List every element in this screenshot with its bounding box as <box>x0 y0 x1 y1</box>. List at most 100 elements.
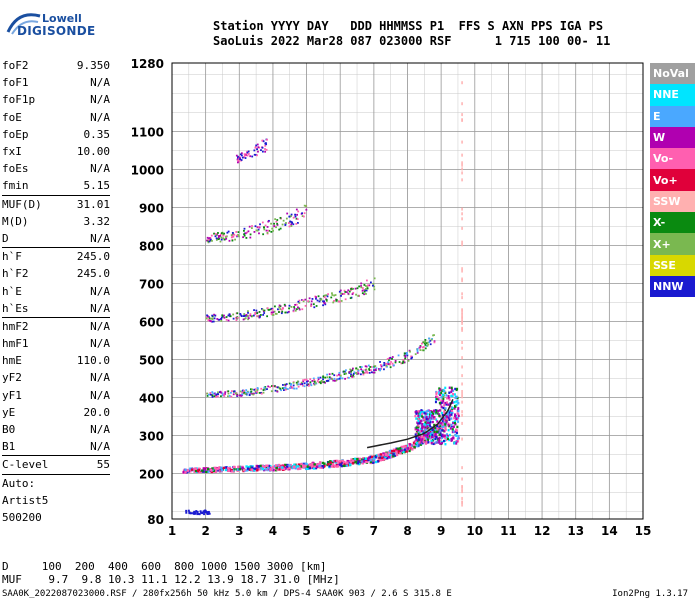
param-row: M(D) 3.32 <box>2 213 110 230</box>
echo-point <box>341 459 344 462</box>
echo-point <box>323 301 325 304</box>
echo-point <box>274 305 276 308</box>
echo-point <box>349 460 353 464</box>
echo-point <box>258 311 261 313</box>
echo-point <box>400 362 403 365</box>
echo-point <box>436 412 439 415</box>
echo-point <box>243 229 245 232</box>
echo-point <box>248 393 251 396</box>
echo-point <box>433 426 436 430</box>
echo-point <box>212 392 215 395</box>
legend-item: NNE <box>650 84 695 106</box>
echo-point <box>283 389 285 392</box>
echo-point <box>355 367 358 370</box>
echo-point <box>329 460 332 463</box>
echo-point <box>264 468 267 471</box>
echo-point <box>354 287 357 290</box>
echo-point <box>270 311 273 314</box>
echo-point <box>445 394 448 397</box>
echo-point <box>320 379 323 382</box>
echo-point <box>278 304 281 307</box>
echo-point <box>450 394 453 398</box>
echo-point <box>418 432 421 436</box>
echo-point <box>243 227 246 230</box>
echo-point <box>248 468 252 471</box>
echo-point <box>253 392 255 395</box>
echo-point <box>223 395 226 397</box>
echo-point <box>430 441 433 445</box>
echo-point <box>450 413 453 416</box>
echo-point <box>324 294 327 297</box>
echo-point <box>301 383 304 385</box>
echo-point <box>256 148 258 151</box>
polarization-legend: NoVal NNE E W Vo- Vo+ SSW X- X+ SSE NNW <box>650 63 695 298</box>
echo-point <box>362 371 365 374</box>
echo-point <box>395 450 398 453</box>
echo-point <box>272 385 275 388</box>
echo-point <box>386 454 390 458</box>
echo-point <box>241 393 244 396</box>
echo-point <box>243 153 246 156</box>
echo-point <box>251 388 254 391</box>
echo-point <box>455 434 458 437</box>
echo-point <box>416 348 419 350</box>
echo-point <box>337 300 340 303</box>
echo-point <box>271 227 274 230</box>
echo-point <box>207 239 210 242</box>
echo-point <box>315 305 318 307</box>
echo-point <box>302 215 305 218</box>
echo-point <box>273 222 275 225</box>
echo-point <box>230 395 233 398</box>
echo-point <box>244 157 247 159</box>
echo-point <box>386 358 389 360</box>
echo-point <box>438 436 441 440</box>
echo-point <box>364 285 367 287</box>
echo-point <box>319 299 322 302</box>
echo-point <box>424 347 427 350</box>
echo-point <box>319 461 322 464</box>
echo-point <box>295 208 298 211</box>
echo-point <box>284 463 287 467</box>
echo-point <box>243 313 246 315</box>
echo-point <box>211 320 214 323</box>
echo-point <box>217 466 221 470</box>
echo-point <box>395 453 399 457</box>
echo-point <box>185 511 188 514</box>
echo-point <box>244 393 247 395</box>
echo-point <box>430 435 433 439</box>
echo-point <box>303 212 306 215</box>
echo-point <box>399 452 402 455</box>
echo-point <box>390 455 393 459</box>
echo-point <box>461 277 463 281</box>
echo-point <box>228 395 231 397</box>
echo-point <box>461 267 463 271</box>
echo-point <box>424 344 427 346</box>
echo-point <box>242 389 244 392</box>
echo-point <box>256 229 259 232</box>
echo-point <box>331 378 334 380</box>
echo-point <box>387 451 391 454</box>
echo-point <box>389 363 392 365</box>
echo-point <box>292 465 296 468</box>
echo-point <box>256 467 259 471</box>
echo-point <box>425 422 428 426</box>
echo-point <box>230 236 233 239</box>
echo-point <box>257 150 259 153</box>
echo-point <box>417 432 420 436</box>
echo-point <box>215 238 218 241</box>
echo-point <box>450 390 453 394</box>
echo-point <box>323 462 326 465</box>
echo-point <box>222 393 225 396</box>
echo-point <box>415 438 418 442</box>
echo-point <box>415 430 418 434</box>
echo-point <box>293 307 296 310</box>
echo-point <box>246 231 249 234</box>
param-row: yE 20.0 <box>2 404 110 421</box>
echo-point <box>357 369 360 372</box>
echo-point <box>293 306 296 308</box>
echo-point <box>416 439 419 443</box>
echo-point <box>415 444 419 447</box>
echo-point <box>350 373 352 376</box>
echo-point <box>207 510 210 513</box>
echo-point <box>436 420 439 423</box>
